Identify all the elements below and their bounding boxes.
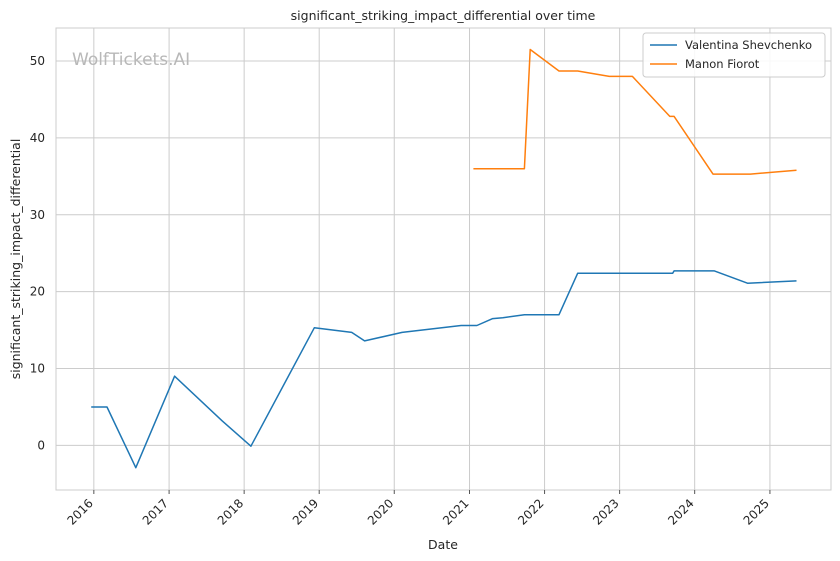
legend-label-valentina-shevchenko: Valentina Shevchenko [685, 38, 812, 52]
y-tick-label: 20 [30, 285, 45, 299]
x-tick-label: 2020 [365, 496, 396, 527]
y-tick-label: 10 [30, 362, 45, 376]
x-axis: 2016 2017 2018 2019 2020 2021 2022 2023 2024 2025 [64, 490, 772, 528]
x-tick-label: 2025 [741, 496, 772, 527]
series-line-manon-fiorot [473, 48, 797, 175]
y-axis: 0 10 20 30 40 50 [30, 54, 45, 452]
y-tick-label: 30 [30, 208, 45, 222]
plot-area [55, 27, 832, 491]
y-tick-label: 0 [37, 438, 45, 452]
x-tick-label: 2021 [440, 496, 471, 527]
x-tick-label: 2024 [665, 496, 696, 527]
x-tick-label: 2018 [215, 496, 246, 527]
chart-title: significant_striking_impact_differential… [291, 8, 596, 23]
x-axis-title: Date [428, 537, 458, 552]
x-tick-label: 2016 [64, 496, 95, 527]
legend: Valentina Shevchenko Manon Fiorot [642, 32, 826, 78]
x-tick-label: 2017 [140, 496, 171, 527]
legend-box [642, 32, 826, 78]
series-layer [91, 48, 797, 469]
y-tick-label: 40 [30, 131, 45, 145]
x-tick-label: 2022 [515, 496, 546, 527]
series-line-valentina-shevchenko [91, 270, 797, 469]
legend-label-manon-fiorot: Manon Fiorot [685, 57, 760, 71]
y-tick-label: 50 [30, 54, 45, 68]
y-axis-title: significant_striking_impact_differential [8, 139, 23, 380]
watermark: WolfTickets.AI [72, 50, 190, 70]
grid-lines [56, 28, 831, 490]
x-tick-label: 2023 [590, 496, 621, 527]
x-tick-label: 2019 [290, 496, 321, 527]
